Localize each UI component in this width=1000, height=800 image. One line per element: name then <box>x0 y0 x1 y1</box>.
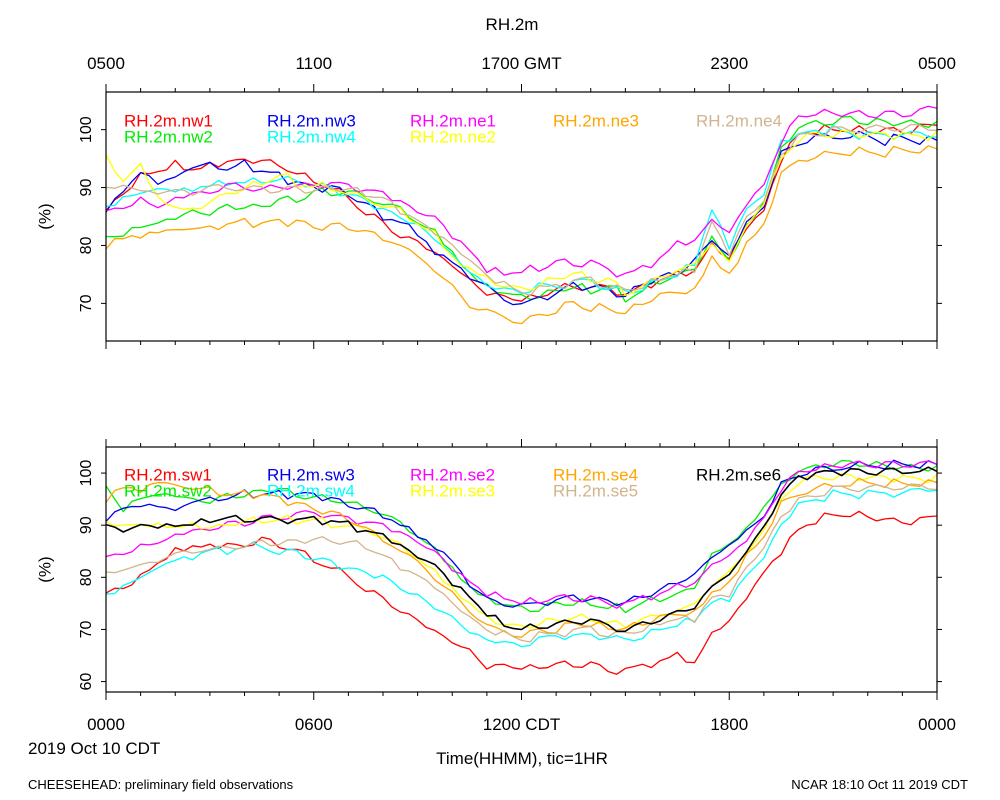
legend-entry-rh-2m-nw4: RH.2m.nw4 <box>267 127 356 146</box>
bottom-axis-tick-label: 0000 <box>918 715 956 734</box>
series-line-rh-2m-se2 <box>106 460 937 609</box>
y-tick-label: 60 <box>78 673 95 691</box>
date-label: 2019 Oct 10 CDT <box>28 739 160 758</box>
top-axis-tick-label: 1700 GMT <box>481 54 561 73</box>
footer-right: NCAR 18:10 Oct 11 2019 CDT <box>791 777 968 792</box>
series-line-rh-2m-nw3 <box>106 130 937 306</box>
legend-entry-rh-2m-ne4: RH.2m.ne4 <box>696 111 782 130</box>
series-line-rh-2m-se4 <box>106 477 937 638</box>
legend-entry-rh-2m-nw2: RH.2m.nw2 <box>124 127 213 146</box>
bottom-cdt-axis-labels: 0000 0600 1200 CDT 1800 0000 <box>87 715 956 734</box>
x-axis-label: Time(HHMM), tic=1HR <box>436 749 608 768</box>
legend-entry-rh-2m-nw3: RH.2m.nw3 <box>267 111 356 130</box>
series-line-rh-2m-se6 <box>106 466 937 633</box>
series-line-rh-2m-sw1 <box>106 510 937 675</box>
series-line-rh-2m-sw4 <box>106 487 937 648</box>
legend-entry-rh-2m-sw1: RH.2m.sw1 <box>124 465 212 484</box>
legend-entry-rh-2m-se4: RH.2m.se4 <box>553 465 638 484</box>
bottom-axis-tick-label: 1800 <box>710 715 748 734</box>
legend-entry-rh-2m-sw3: RH.2m.sw3 <box>267 465 355 484</box>
series-line-rh-2m-nw1 <box>106 123 937 302</box>
legend-entry-rh-2m-se3: RH.2m.se3 <box>410 481 495 500</box>
y-tick-label: 90 <box>78 179 95 197</box>
series-line-rh-2m-ne2 <box>106 129 937 297</box>
series-line-rh-2m-se5 <box>106 483 937 643</box>
footer-left: CHEESEHEAD: preliminary field observatio… <box>28 777 294 792</box>
y-tick-label: 90 <box>78 516 95 534</box>
bottom-axis-tick-label: 0000 <box>87 715 125 734</box>
top-axis-tick-label: 0500 <box>87 54 125 73</box>
series-line-rh-2m-nw2 <box>106 115 937 303</box>
series-line-rh-2m-ne3 <box>106 145 937 325</box>
y-tick-label: 70 <box>78 294 95 312</box>
y-tick-label: 100 <box>78 460 95 487</box>
y-tick-label: 80 <box>78 236 95 254</box>
legend-entry-rh-2m-ne1: RH.2m.ne1 <box>410 111 496 130</box>
legend-entry-rh-2m-se6: RH.2m.se6 <box>696 465 781 484</box>
legend-entry-rh-2m-se5: RH.2m.se5 <box>553 481 638 500</box>
bottom-axis-tick-label: 0600 <box>295 715 333 734</box>
series-line-rh-2m-sw2 <box>106 459 937 614</box>
bottom-y-axis-label: (%) <box>35 556 54 582</box>
legend-entry-rh-2m-ne2: RH.2m.ne2 <box>410 127 496 146</box>
legend-entry-rh-2m-sw4: RH.2m.sw4 <box>267 481 355 500</box>
top-axis-tick-label: 0500 <box>918 54 956 73</box>
top-panel: 708090100(%)RH.2m.nw1RH.2m.nw2RH.2m.nw3R… <box>35 84 942 349</box>
y-tick-label: 80 <box>78 568 95 586</box>
top-y-axis-label: (%) <box>35 203 54 229</box>
top-axis-tick-label: 2300 <box>710 54 748 73</box>
y-tick-label: 70 <box>78 620 95 638</box>
series-line-rh-2m-sw3 <box>106 459 937 608</box>
legend-entry-rh-2m-se2: RH.2m.se2 <box>410 465 495 484</box>
bottom-axis-tick-label: 1200 CDT <box>483 715 560 734</box>
series-line-rh-2m-nw4 <box>106 124 937 295</box>
figure-title: RH.2m <box>486 15 539 34</box>
legend-entry-rh-2m-nw1: RH.2m.nw1 <box>124 111 213 130</box>
top-gmt-axis-labels: 0500 1100 1700 GMT 2300 0500 <box>87 54 956 73</box>
top-axis-tick-label: 1100 <box>295 54 332 73</box>
bottom-plot-frame <box>105 446 938 693</box>
y-tick-label: 100 <box>78 116 95 143</box>
series-line-rh-2m-ne1 <box>106 105 937 278</box>
legend-entry-rh-2m-sw2: RH.2m.sw2 <box>124 481 212 500</box>
series-line-rh-2m-ne4 <box>106 123 937 297</box>
legend-entry-rh-2m-ne3: RH.2m.ne3 <box>553 111 639 130</box>
